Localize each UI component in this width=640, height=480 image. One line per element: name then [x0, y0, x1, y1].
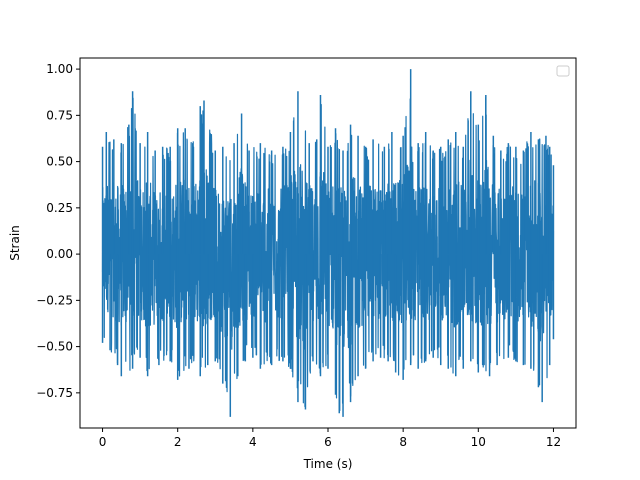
- y-axis-label: Strain: [8, 225, 22, 261]
- x-tick-label: 8: [399, 435, 407, 449]
- x-tick-label: 6: [324, 435, 332, 449]
- y-tick-label: 0.50: [46, 155, 73, 169]
- strain-peaks: [101, 69, 555, 417]
- x-tick-label: 10: [471, 435, 486, 449]
- y-axis: −0.75 −0.50 −0.25 0.00 0.25 0.50 0.75 1.00: [36, 62, 80, 400]
- y-tick-label: 0.00: [46, 247, 73, 261]
- x-tick-label: 2: [174, 435, 182, 449]
- y-tick-label: −0.25: [36, 293, 73, 307]
- x-axis: 0 2 4 6 8 10 12: [99, 428, 561, 449]
- x-tick-label: 12: [546, 435, 561, 449]
- y-tick-label: −0.75: [36, 386, 73, 400]
- y-tick-label: 0.75: [46, 108, 73, 122]
- y-tick-label: 1.00: [46, 62, 73, 76]
- y-tick-label: 0.25: [46, 201, 73, 215]
- y-tick-label: −0.50: [36, 340, 73, 354]
- x-tick-label: 0: [99, 435, 107, 449]
- x-tick-label: 4: [249, 435, 257, 449]
- series-layer: [101, 69, 555, 417]
- x-axis-label: Time (s): [303, 457, 353, 471]
- legend-box: [556, 65, 570, 77]
